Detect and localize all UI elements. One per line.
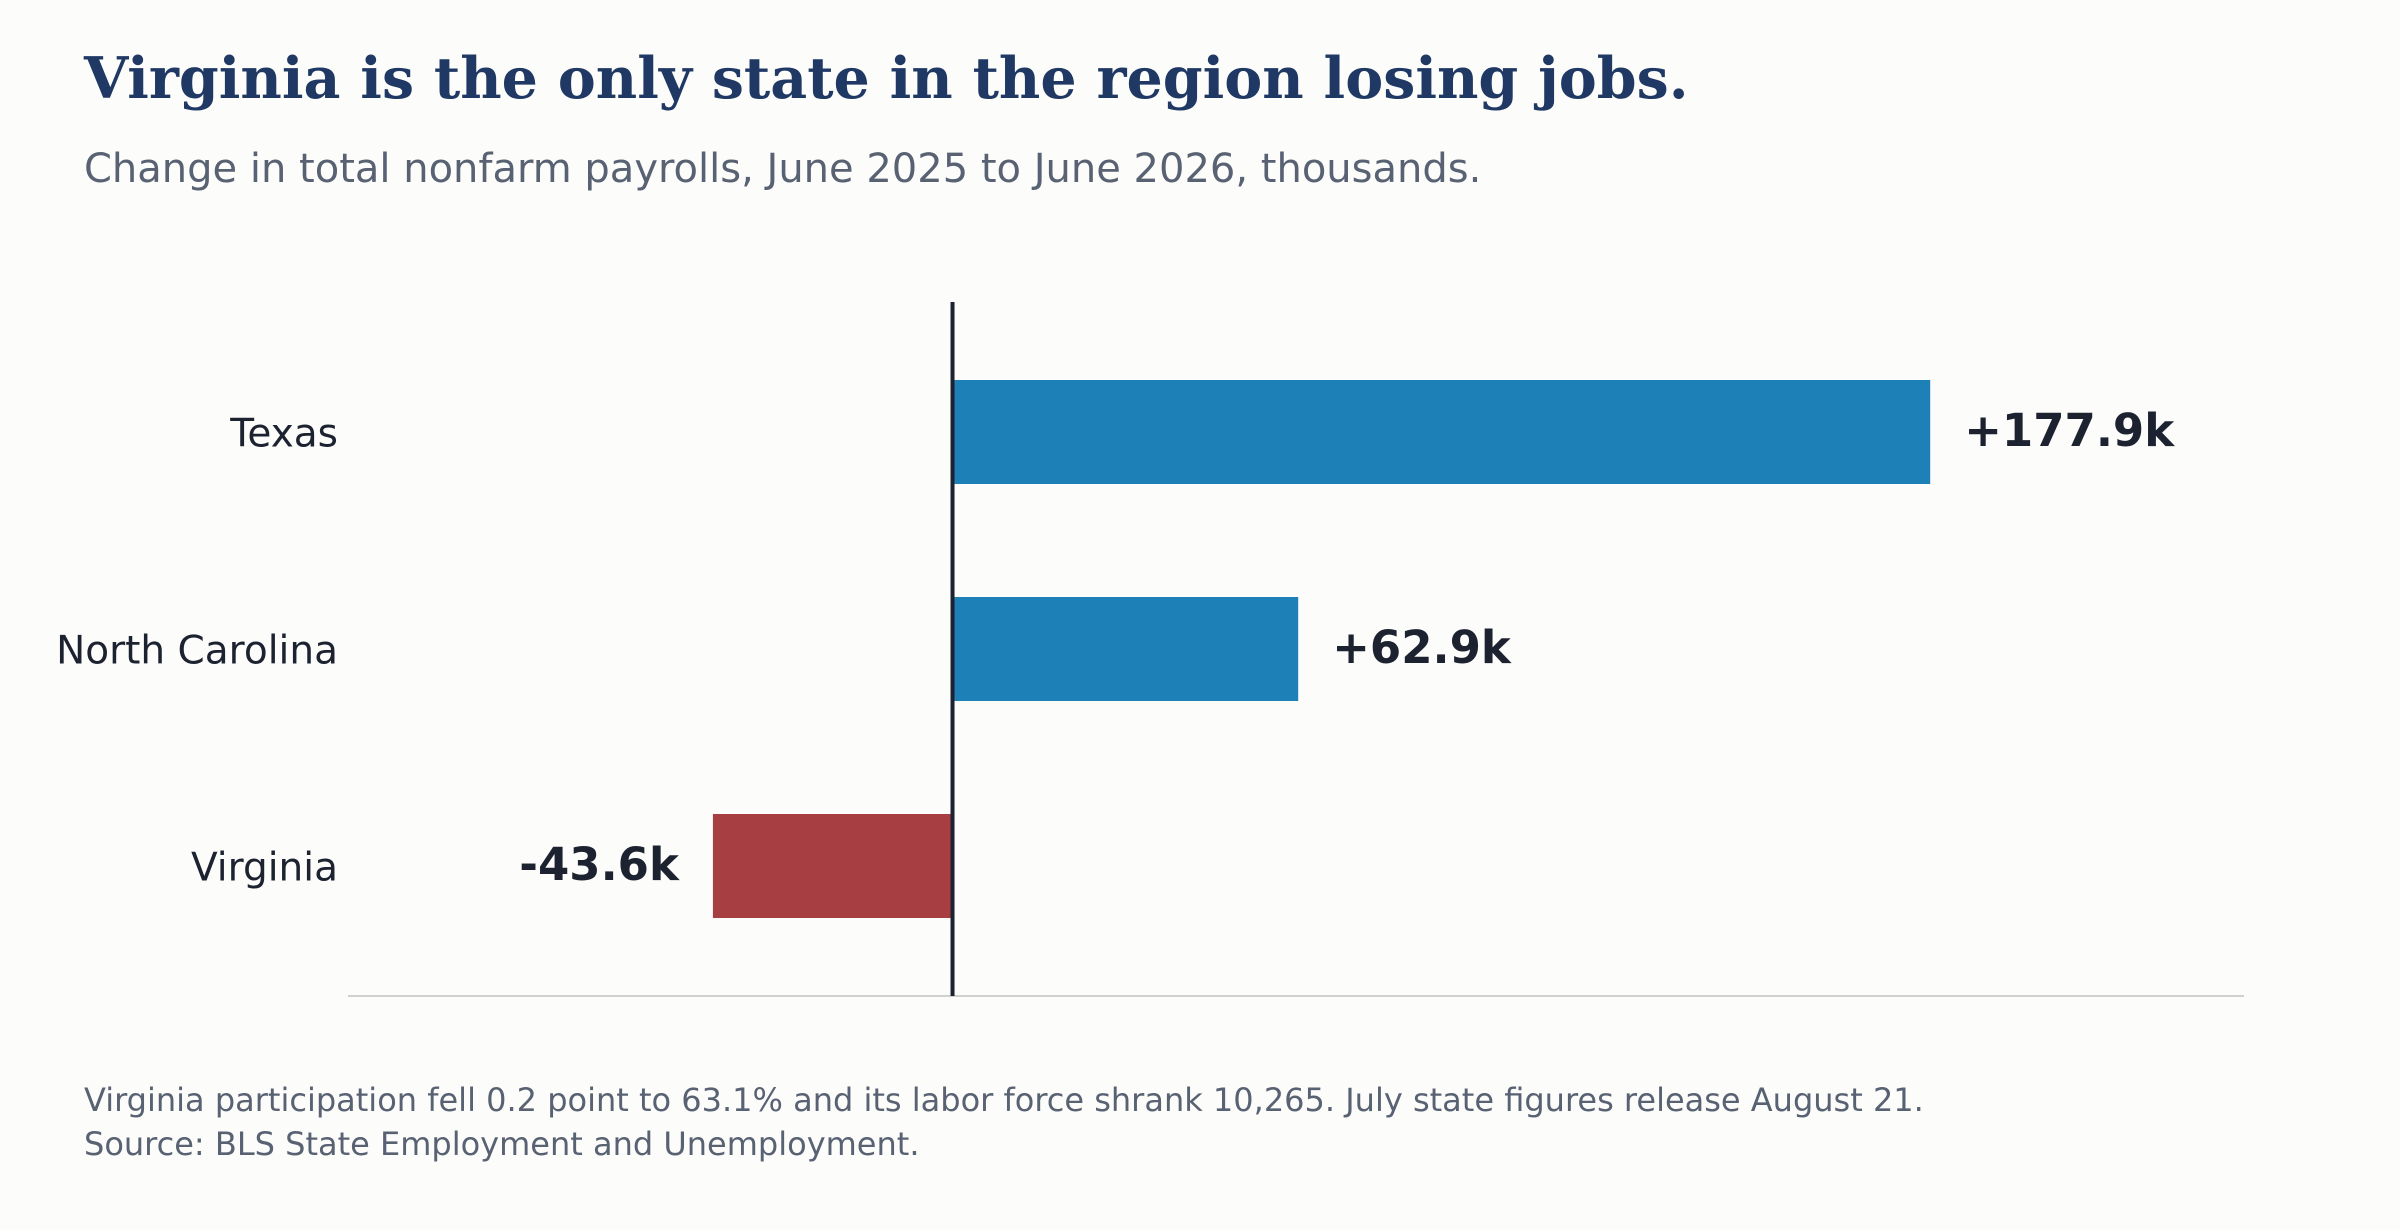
bar-texas [952, 380, 1931, 484]
category-label: Virginia [191, 846, 338, 891]
value-label: +62.9k [1332, 621, 1512, 674]
category-label: Texas [229, 412, 338, 457]
category-label: North Carolina [56, 629, 338, 674]
bar-north-carolina [952, 597, 1299, 701]
value-label: +177.9k [1964, 404, 2175, 457]
bar-virginia [712, 814, 953, 918]
value-label: -43.6k [519, 838, 680, 891]
chart-title: Virginia is the only state in the region… [84, 45, 1689, 112]
chart-footnote: Virginia participation fell 0.2 point to… [84, 1081, 1924, 1163]
chart-subtitle: Change in total nonfarm payrolls, June 2… [84, 146, 1482, 192]
